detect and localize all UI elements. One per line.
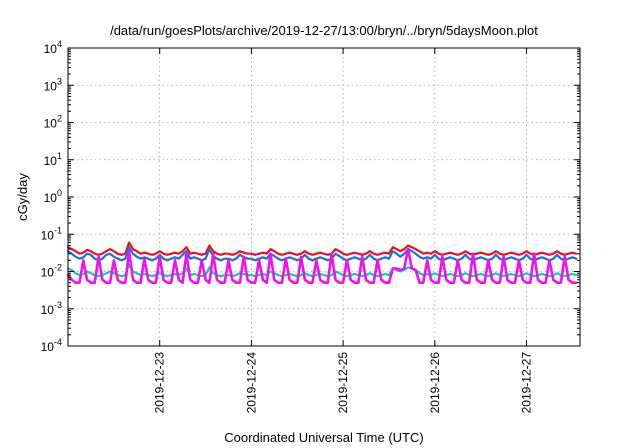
- y-tick-base: 10: [41, 303, 55, 317]
- y-tick-label: 104: [44, 39, 62, 56]
- plot-area: [66, 241, 578, 285]
- x-tick-label: 2019-12-23: [153, 352, 167, 414]
- y-tick-exponent: -3: [54, 300, 62, 310]
- y-tick-base: 10: [41, 340, 55, 354]
- y-tick-base: 10: [44, 117, 58, 131]
- x-tick-label: 2019-12-27: [520, 352, 534, 414]
- y-tick-label: 101: [44, 151, 62, 168]
- series-line-1: [66, 241, 578, 256]
- y-tick-label: 10-2: [41, 263, 62, 280]
- y-tick-base: 10: [41, 266, 55, 280]
- y-tick-exponent: 0: [57, 188, 62, 198]
- y-tick-exponent: 3: [57, 76, 62, 86]
- y-tick-label: 100: [44, 188, 62, 205]
- y-tick-base: 10: [44, 191, 58, 205]
- series-line-2: [66, 246, 578, 262]
- y-tick-exponent: -2: [54, 263, 62, 273]
- y-tick-base: 10: [44, 79, 58, 93]
- y-tick-label: 102: [44, 114, 62, 131]
- y-tick-exponent: 1: [57, 151, 62, 161]
- chart-title: /data/run/goesPlots/archive/2019-12-27/1…: [110, 23, 538, 38]
- y-tick-base: 10: [44, 42, 58, 56]
- y-tick-exponent: 2: [57, 114, 62, 124]
- x-tick-label: 2019-12-26: [428, 352, 442, 414]
- grid: [68, 48, 580, 346]
- y-tick-label: 10-4: [41, 337, 62, 354]
- y-tick-label: 10-1: [41, 225, 62, 242]
- x-tick-label: 2019-12-25: [336, 352, 350, 414]
- x-tick-label: 2019-12-24: [244, 352, 258, 414]
- y-tick-base: 10: [44, 154, 58, 168]
- y-tick-label: 103: [44, 76, 62, 93]
- x-axis: 2019-12-23 2019-12-24 2019-12-25 2019-12-26…: [153, 48, 534, 413]
- y-tick-exponent: -4: [54, 337, 62, 347]
- y-axis-label: cGy/day: [15, 173, 30, 221]
- y-tick-exponent: 4: [57, 39, 62, 49]
- x-axis-label: Coordinated Universal Time (UTC): [224, 430, 423, 445]
- y-tick-exponent: -1: [54, 225, 62, 235]
- series-line-4: [66, 247, 578, 285]
- y-tick-label: 10-3: [41, 300, 62, 317]
- y-tick-base: 10: [41, 228, 55, 242]
